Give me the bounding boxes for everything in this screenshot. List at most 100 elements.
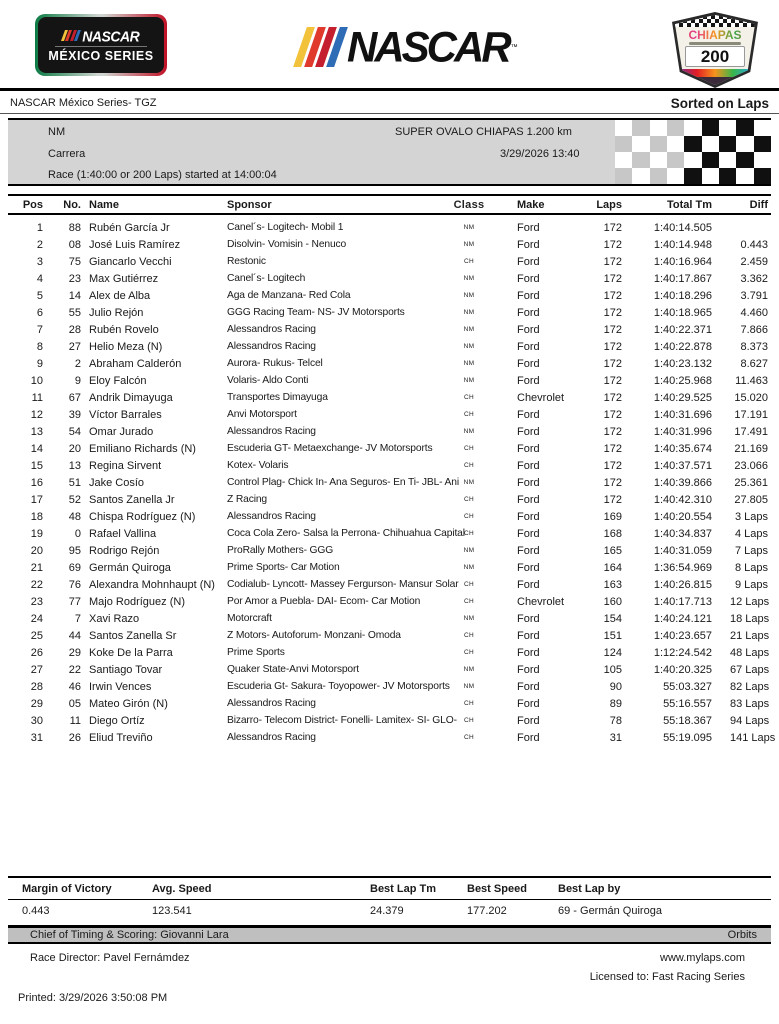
cell-name: Alexandra Mohnhaupt (N): [89, 578, 215, 591]
cell-sponsor: Coca Cola Zero- Salsa la Perrona- Chihua…: [227, 528, 465, 539]
cell-sponsor: Motorcraft: [227, 613, 272, 624]
header-no: No.: [63, 198, 81, 211]
cell-total: 1:40:25.968: [653, 374, 712, 387]
cell-laps: 172: [603, 357, 622, 370]
cell-diff: 21 Laps: [730, 629, 770, 642]
cell-class: CH: [464, 734, 474, 741]
cell-sponsor: Volaris- Aldo Conti: [227, 375, 309, 386]
cell-no: 52: [68, 493, 81, 506]
cell-pos: 18: [30, 510, 43, 523]
cell-class: CH: [464, 717, 474, 724]
cell-no: 0: [74, 527, 81, 540]
cell-total: 1:40:31.696: [653, 408, 712, 421]
table-row: 4 23 Max Gutiérrez Canel´s- Logitech NM Ford 1…: [8, 270, 771, 287]
results-table-header: Pos No. Name Sponsor Class Make Laps Tot…: [8, 194, 771, 215]
nascar-bars-icon: [293, 27, 348, 67]
cell-name: Max Gutiérrez: [89, 272, 159, 285]
summary-label: Best Lap by: [558, 883, 621, 895]
cell-laps: 172: [603, 238, 622, 251]
trademark-symbol: ™: [510, 43, 518, 51]
cell-diff: 27.805: [734, 493, 768, 506]
cell-sponsor: ProRally Mothers- GGG: [227, 545, 334, 556]
cell-class: CH: [464, 445, 474, 452]
nascar-mexico-series-logo-inner: NASCAR MÉXICO SERIES: [38, 17, 164, 73]
cell-name: Regina Sirvent: [89, 459, 162, 472]
cell-make: Ford: [517, 221, 540, 234]
cell-laps: 172: [603, 476, 622, 489]
checker-cell: [701, 136, 719, 152]
cell-class: NM: [463, 309, 475, 316]
cell-sponsor: Anvi Motorsport: [227, 409, 297, 420]
cell-total: 1:40:18.296: [653, 289, 712, 302]
checker-cell: [667, 152, 685, 168]
cell-pos: 3: [36, 255, 43, 268]
cell-pos: 9: [36, 357, 43, 370]
cell-diff: 11.463: [735, 374, 768, 387]
checker-cell: [719, 120, 737, 136]
table-row: 19 0 Rafael Vallina Coca Cola Zero- Salsa l…: [8, 525, 771, 542]
cell-diff: 18 Laps: [730, 612, 770, 625]
cell-laps: 172: [603, 255, 622, 268]
cell-pos: 30: [30, 714, 43, 727]
cell-sponsor: Prime Sports: [227, 647, 285, 658]
cell-no: 27: [68, 340, 81, 353]
checkered-flag-graphic: [615, 120, 771, 184]
table-row: 18 48 Chispa Rodríguez (N) Alessandros Raci…: [8, 508, 771, 525]
cell-laps: 172: [603, 323, 622, 336]
cell-laps: 89: [609, 697, 622, 710]
cell-diff: 67 Laps: [730, 663, 770, 676]
cell-class: CH: [464, 649, 474, 656]
table-row: 29 05 Mateo Girón (N) Alessandros Racing CH F…: [8, 695, 771, 712]
margin-of-victory-value: 0.443: [22, 905, 50, 917]
cell-pos: 4: [36, 272, 43, 285]
checker-cell: [701, 152, 719, 168]
cell-make: Ford: [517, 561, 540, 574]
cell-no: 51: [68, 476, 81, 489]
cell-laps: 172: [603, 340, 622, 353]
cell-make: Ford: [517, 408, 540, 421]
cell-laps: 164: [603, 561, 622, 574]
cell-class: NM: [463, 428, 475, 435]
cell-no: 55: [68, 306, 81, 319]
top-divider: [0, 88, 779, 91]
cell-no: 29: [68, 646, 81, 659]
best-lap-by-value: 69 - Germán Quiroga: [558, 905, 662, 917]
header-pos: Pos: [22, 198, 43, 211]
race-summary: Margin of Victory Avg. Speed Best Lap Tm…: [8, 876, 771, 964]
cell-total: 1:40:42.310: [653, 493, 712, 506]
cell-no: 75: [68, 255, 81, 268]
cell-name: Rodrigo Rejón: [89, 544, 160, 557]
cell-laps: 172: [603, 272, 622, 285]
checker-cell: [684, 168, 702, 184]
cell-make: Ford: [517, 697, 540, 710]
race-director-label: Race Director: Pavel Fernámdez: [30, 952, 190, 964]
cell-sponsor: Escuderia Gt- Sakura- Toyopower- JV Moto…: [227, 681, 450, 692]
cell-total: 1:40:14.505: [653, 221, 712, 234]
cell-diff: 25.361: [734, 476, 768, 489]
cell-diff: 23.066: [734, 459, 768, 472]
table-row: 27 22 Santiago Tovar Quaker State-Anvi Moto…: [8, 661, 771, 678]
cell-laps: 172: [603, 425, 622, 438]
cell-make: Ford: [517, 340, 540, 353]
footer-right: www.mylaps.com Licensed to: Fast Racing …: [590, 952, 745, 990]
summary-label: Best Lap Tm: [370, 883, 437, 895]
table-row: 17 52 Santos Zanella Jr Z Racing CH Ford 172 1:…: [8, 491, 771, 508]
cell-name: Koke De la Parra: [89, 646, 173, 659]
licensed-to-label: Licensed to: Fast Racing Series: [589, 971, 745, 983]
header-diff: Diff: [749, 198, 768, 211]
cell-sponsor: Escuderia GT- Metaexchange- JV Motorspor…: [227, 443, 433, 454]
badge-title: CHIAPAS: [675, 28, 755, 42]
cell-class: CH: [464, 394, 474, 401]
cell-laps: 163: [603, 578, 622, 591]
checker-cell: [684, 152, 702, 168]
header-class: Class: [453, 198, 485, 211]
cell-diff: 94 Laps: [730, 714, 770, 727]
header-name: Name: [89, 198, 119, 211]
cell-pos: 25: [30, 629, 43, 642]
cell-no: 20: [68, 442, 81, 455]
best-speed-value: 177.202: [467, 905, 507, 917]
cell-diff: 0.443: [740, 238, 768, 251]
cell-pos: 15: [30, 459, 43, 472]
table-row: 12 39 Víctor Barrales Anvi Motorsport CH Ford…: [8, 406, 771, 423]
